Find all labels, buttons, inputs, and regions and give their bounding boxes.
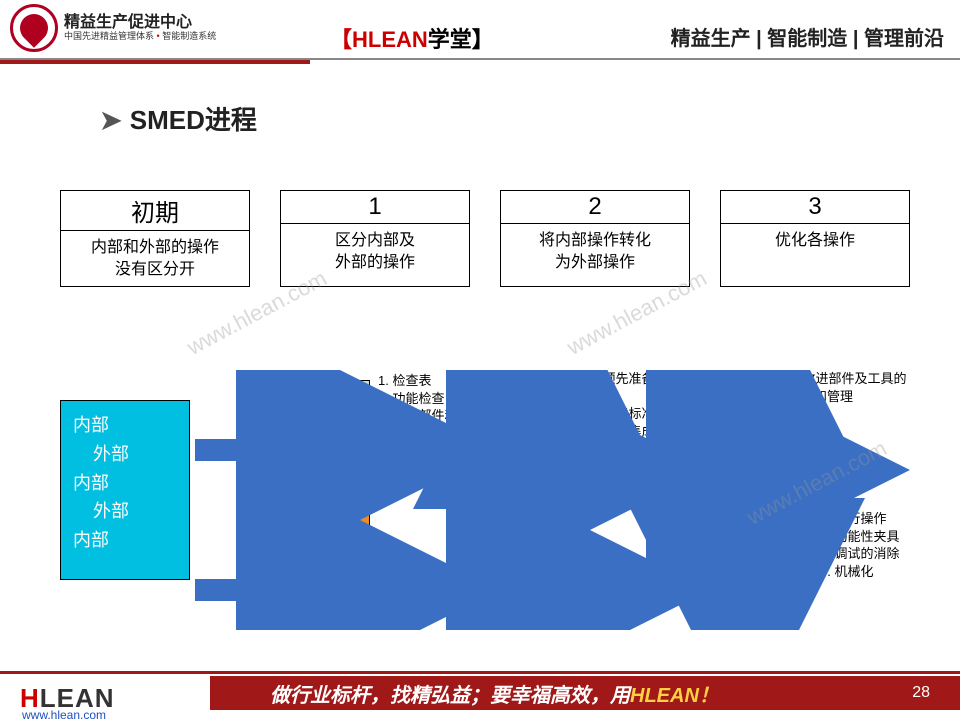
stage-body: 内部和外部的操作没有区分开: [61, 231, 249, 286]
stage-box-0: 初期 内部和外部的操作没有区分开: [60, 190, 250, 287]
arrows-svg: [60, 370, 920, 630]
footer-line: [0, 671, 960, 674]
stage-body: 优化各操作: [721, 224, 909, 274]
page-number: 28: [912, 684, 930, 702]
stage-head: 初期: [61, 191, 249, 231]
stage-body: 将内部操作转化为外部操作: [501, 224, 689, 279]
stage-head: 2: [501, 191, 689, 224]
stage-box-2: 2 将内部操作转化为外部操作: [500, 190, 690, 287]
logo-title: 精益生产促进中心: [64, 14, 216, 32]
stage-body: 区分内部及外部的操作: [281, 224, 469, 279]
slide-title: ➤SMED进程: [100, 100, 257, 137]
logo-icon: [10, 4, 58, 52]
footer: HLEAN www.hlean.com 做行业标杆，找精弘益；要幸福高效，用HL…: [0, 664, 960, 720]
bullet-arrow-icon: ➤: [100, 105, 122, 135]
logo-area: 精益生产促进中心 中国先进精益管理体系 • 智能制造系统: [10, 4, 216, 52]
header-right: 精益生产 | 智能制造 | 管理前沿: [671, 22, 944, 51]
stage-head: 3: [721, 191, 909, 224]
stage-row: 初期 内部和外部的操作没有区分开 1 区分内部及外部的操作 2 将内部操作转化为…: [60, 190, 910, 287]
smed-diagram: 内部 外部 内部 外部 内部 外部 内部 1. 检查表 2. 功能检查 3. 改…: [60, 370, 920, 630]
stage-box-1: 1 区分内部及外部的操作: [280, 190, 470, 287]
header: 精益生产促进中心 中国先进精益管理体系 • 智能制造系统 【HLEAN学堂】 精…: [0, 0, 960, 60]
footer-slogan: 做行业标杆，找精弘益；要幸福高效，用HLEAN！: [210, 676, 960, 710]
logo-subtitle: 中国先进精益管理体系 • 智能制造系统: [64, 32, 216, 42]
header-center: 【HLEAN学堂】: [330, 22, 494, 54]
header-underline: [0, 60, 310, 64]
stage-box-3: 3 优化各操作: [720, 190, 910, 287]
stage-head: 1: [281, 191, 469, 224]
